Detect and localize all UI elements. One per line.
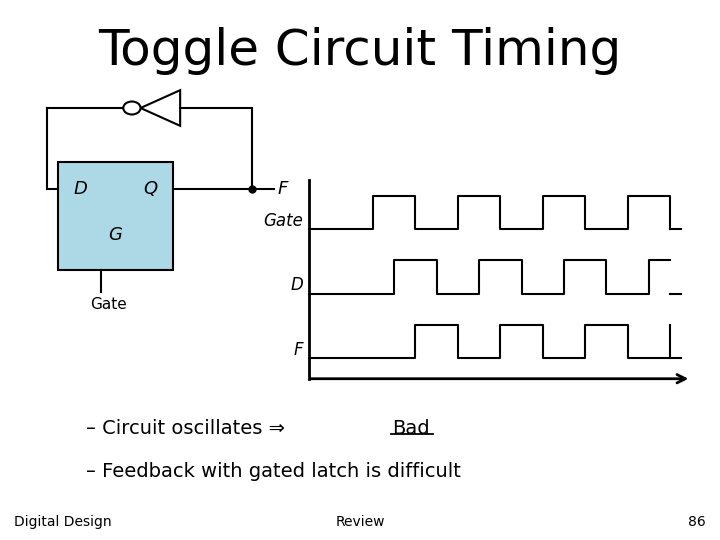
- Text: G: G: [108, 226, 122, 245]
- Text: Review: Review: [336, 515, 384, 529]
- FancyBboxPatch shape: [58, 162, 173, 270]
- Text: D: D: [73, 180, 87, 198]
- Text: 86: 86: [688, 515, 706, 529]
- Polygon shape: [140, 90, 180, 126]
- Text: D: D: [290, 276, 303, 294]
- Text: Gate: Gate: [90, 297, 127, 312]
- Text: Q: Q: [143, 180, 157, 198]
- Text: Gate: Gate: [264, 212, 303, 230]
- Circle shape: [123, 102, 140, 114]
- Text: – Circuit oscillates ⇒: – Circuit oscillates ⇒: [86, 418, 292, 437]
- Text: Bad: Bad: [392, 418, 430, 437]
- Text: – Feedback with gated latch is difficult: – Feedback with gated latch is difficult: [86, 462, 462, 481]
- Text: F: F: [277, 180, 287, 198]
- Text: Toggle Circuit Timing: Toggle Circuit Timing: [99, 27, 621, 75]
- Text: Digital Design: Digital Design: [14, 515, 112, 529]
- Text: F: F: [294, 341, 303, 359]
